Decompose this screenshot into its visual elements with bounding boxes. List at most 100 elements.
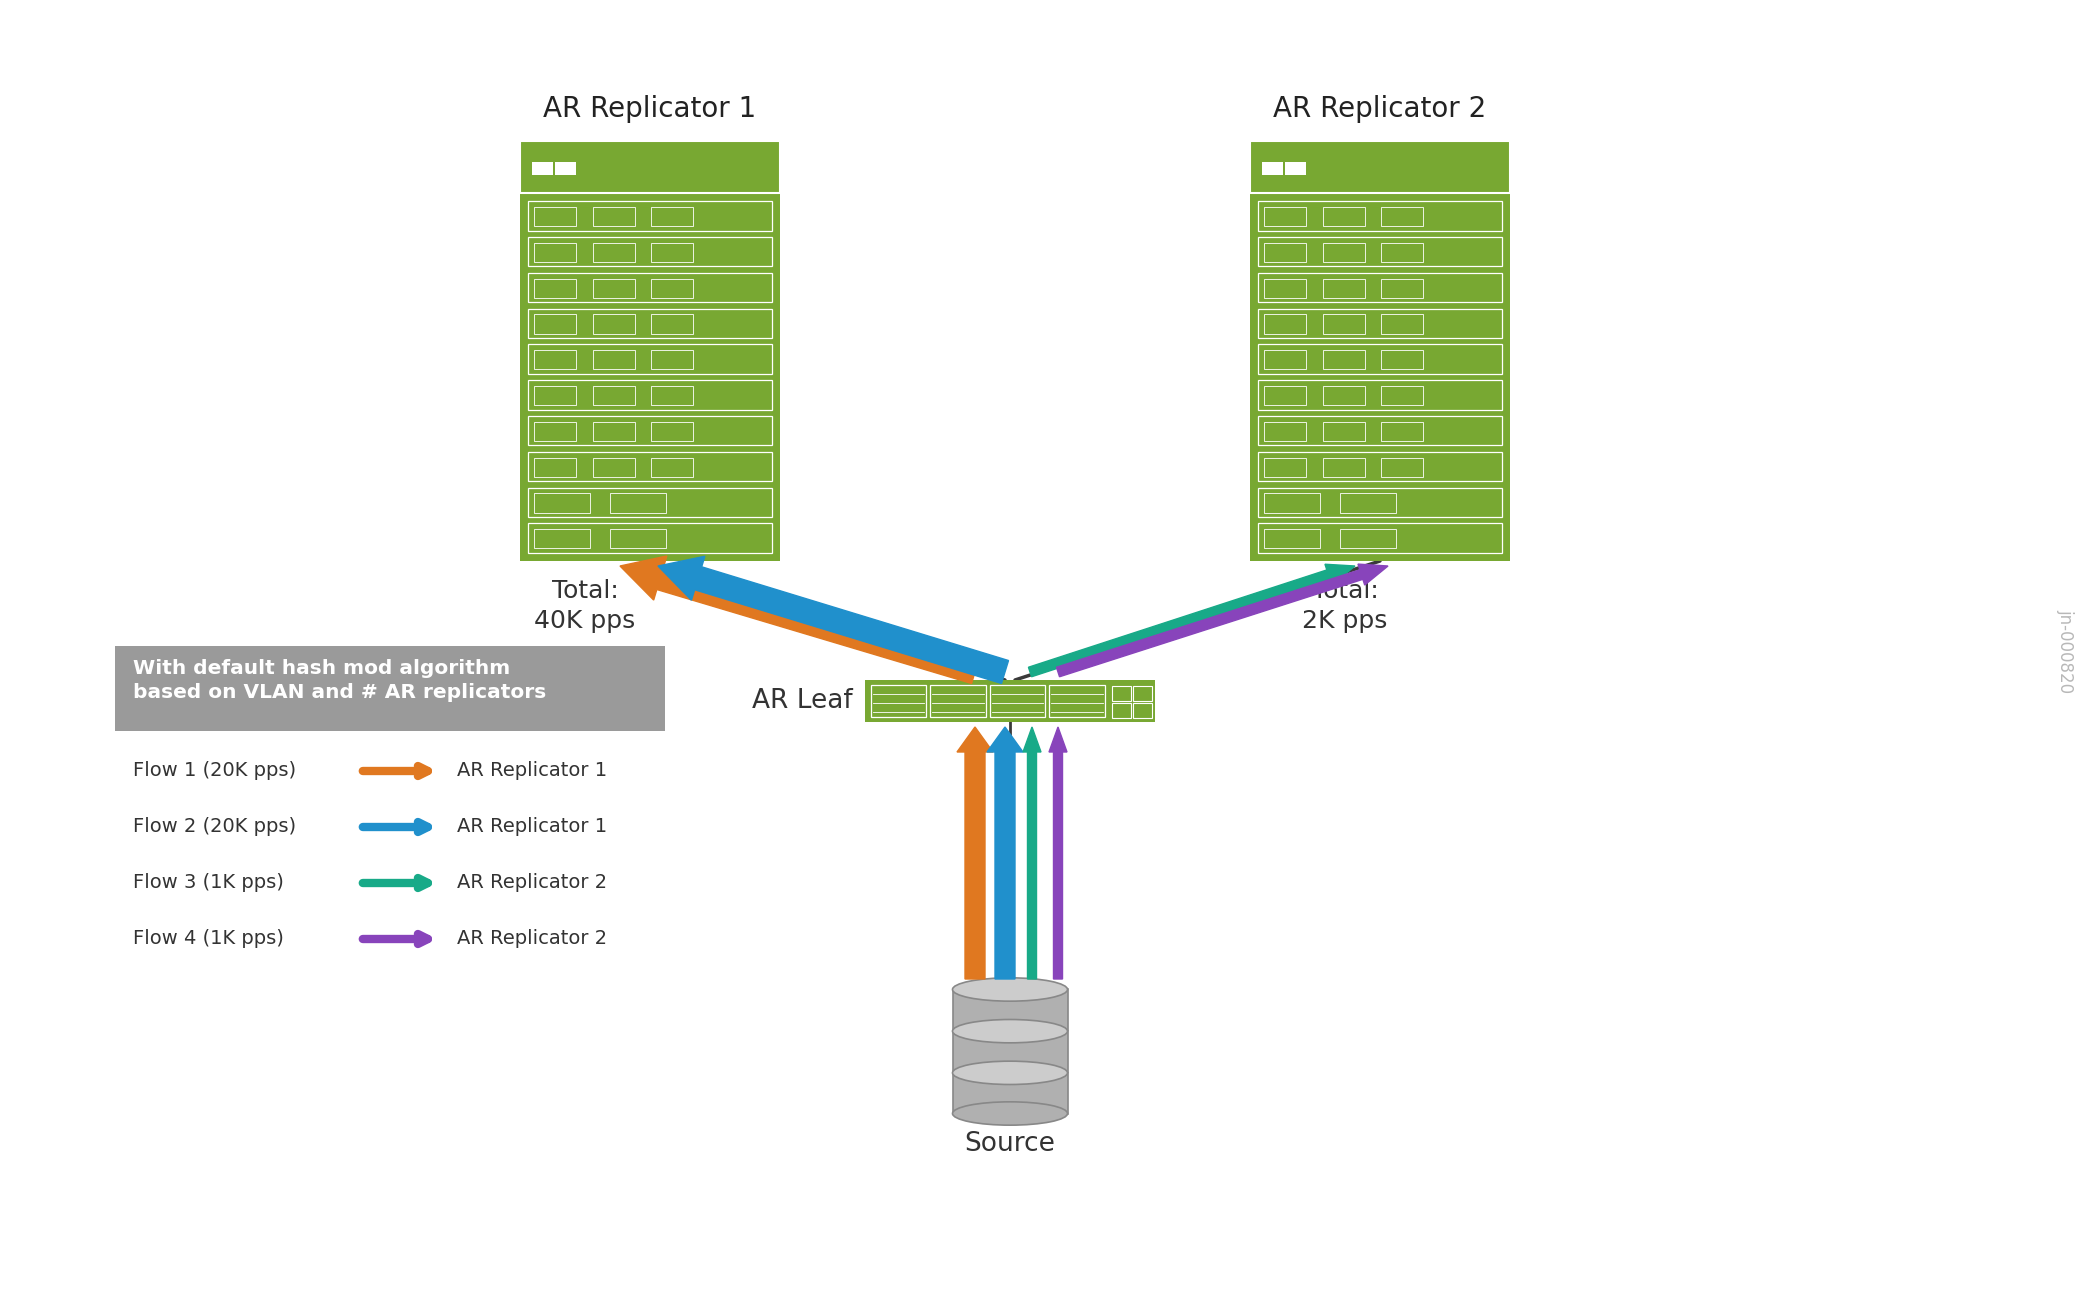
- Text: AR Replicator 1: AR Replicator 1: [458, 761, 607, 781]
- Bar: [533, 207, 575, 226]
- Text: Source: Source: [964, 1131, 1056, 1157]
- FancyArrow shape: [657, 557, 1008, 683]
- Bar: [1132, 703, 1153, 718]
- Bar: [533, 493, 590, 513]
- Bar: [1323, 315, 1365, 333]
- Bar: [1262, 161, 1283, 174]
- Bar: [1323, 350, 1365, 369]
- Ellipse shape: [953, 1020, 1067, 1043]
- Bar: [1323, 422, 1365, 441]
- Bar: [1323, 278, 1365, 298]
- Bar: [527, 308, 773, 338]
- Text: jn-000820: jn-000820: [2056, 609, 2075, 693]
- Bar: [533, 278, 575, 298]
- Bar: [1340, 493, 1396, 513]
- Bar: [651, 315, 693, 333]
- Bar: [533, 315, 575, 333]
- Bar: [609, 493, 666, 513]
- Text: AR Leaf: AR Leaf: [752, 688, 853, 714]
- Bar: [953, 1073, 1067, 1114]
- Bar: [592, 386, 634, 405]
- Bar: [592, 350, 634, 369]
- Bar: [527, 345, 773, 373]
- Bar: [651, 350, 693, 369]
- Bar: [521, 141, 779, 561]
- Bar: [1050, 686, 1105, 717]
- Bar: [527, 237, 773, 267]
- Bar: [592, 422, 634, 441]
- Bar: [1382, 458, 1424, 476]
- FancyArrow shape: [1050, 727, 1067, 978]
- Bar: [592, 278, 634, 298]
- Text: AR Replicator 2: AR Replicator 2: [458, 929, 607, 948]
- Bar: [651, 207, 693, 226]
- Bar: [527, 273, 773, 302]
- Bar: [1340, 530, 1396, 549]
- Bar: [1382, 422, 1424, 441]
- Text: AR Replicator 2: AR Replicator 2: [1273, 95, 1487, 124]
- Bar: [527, 451, 773, 481]
- Text: With default hash mod algorithm
based on VLAN and # AR replicators: With default hash mod algorithm based on…: [132, 660, 546, 703]
- Bar: [872, 686, 926, 717]
- Bar: [592, 458, 634, 476]
- Bar: [1382, 386, 1424, 405]
- Bar: [1382, 243, 1424, 262]
- Bar: [1264, 422, 1306, 441]
- Bar: [1264, 386, 1306, 405]
- Bar: [651, 422, 693, 441]
- Bar: [651, 278, 693, 298]
- Bar: [1258, 345, 1501, 373]
- Bar: [1285, 161, 1306, 174]
- Bar: [1258, 451, 1501, 481]
- Bar: [1258, 523, 1501, 553]
- Bar: [1258, 308, 1501, 338]
- Bar: [651, 386, 693, 405]
- Bar: [1264, 350, 1306, 369]
- Ellipse shape: [953, 1062, 1067, 1085]
- Bar: [1323, 243, 1365, 262]
- Text: Flow 4 (1K pps): Flow 4 (1K pps): [132, 929, 284, 948]
- Text: Flow 1 (20K pps): Flow 1 (20K pps): [132, 761, 296, 781]
- Bar: [1111, 703, 1132, 718]
- Text: Flow 3 (1K pps): Flow 3 (1K pps): [132, 873, 284, 892]
- Bar: [651, 458, 693, 476]
- Text: Flow 2 (20K pps): Flow 2 (20K pps): [132, 817, 296, 837]
- Bar: [554, 161, 575, 174]
- Bar: [531, 161, 552, 174]
- Bar: [1264, 278, 1306, 298]
- Bar: [1132, 686, 1153, 701]
- Bar: [1264, 315, 1306, 333]
- FancyArrow shape: [1023, 727, 1042, 978]
- Bar: [1264, 458, 1306, 476]
- Bar: [1264, 207, 1306, 226]
- Bar: [651, 243, 693, 262]
- Ellipse shape: [953, 978, 1067, 1002]
- FancyArrow shape: [987, 727, 1023, 978]
- Bar: [1323, 386, 1365, 405]
- Bar: [592, 315, 634, 333]
- Bar: [1258, 202, 1501, 230]
- Bar: [989, 686, 1046, 717]
- Text: Total:
40K pps: Total: 40K pps: [533, 579, 636, 632]
- Bar: [527, 416, 773, 445]
- FancyArrow shape: [1056, 565, 1388, 677]
- Bar: [1250, 141, 1510, 193]
- Bar: [592, 207, 634, 226]
- Bar: [1250, 141, 1510, 561]
- Bar: [1323, 207, 1365, 226]
- Text: AR Replicator 1: AR Replicator 1: [544, 95, 756, 124]
- Bar: [527, 380, 773, 410]
- Bar: [1258, 416, 1501, 445]
- Bar: [930, 686, 985, 717]
- Bar: [533, 422, 575, 441]
- Bar: [521, 141, 779, 193]
- Bar: [1264, 530, 1321, 549]
- Bar: [953, 990, 1067, 1030]
- Bar: [1382, 278, 1424, 298]
- Bar: [1382, 315, 1424, 333]
- Bar: [1111, 686, 1132, 701]
- FancyArrow shape: [958, 727, 993, 978]
- Bar: [1258, 237, 1501, 267]
- Bar: [609, 530, 666, 549]
- Bar: [527, 523, 773, 553]
